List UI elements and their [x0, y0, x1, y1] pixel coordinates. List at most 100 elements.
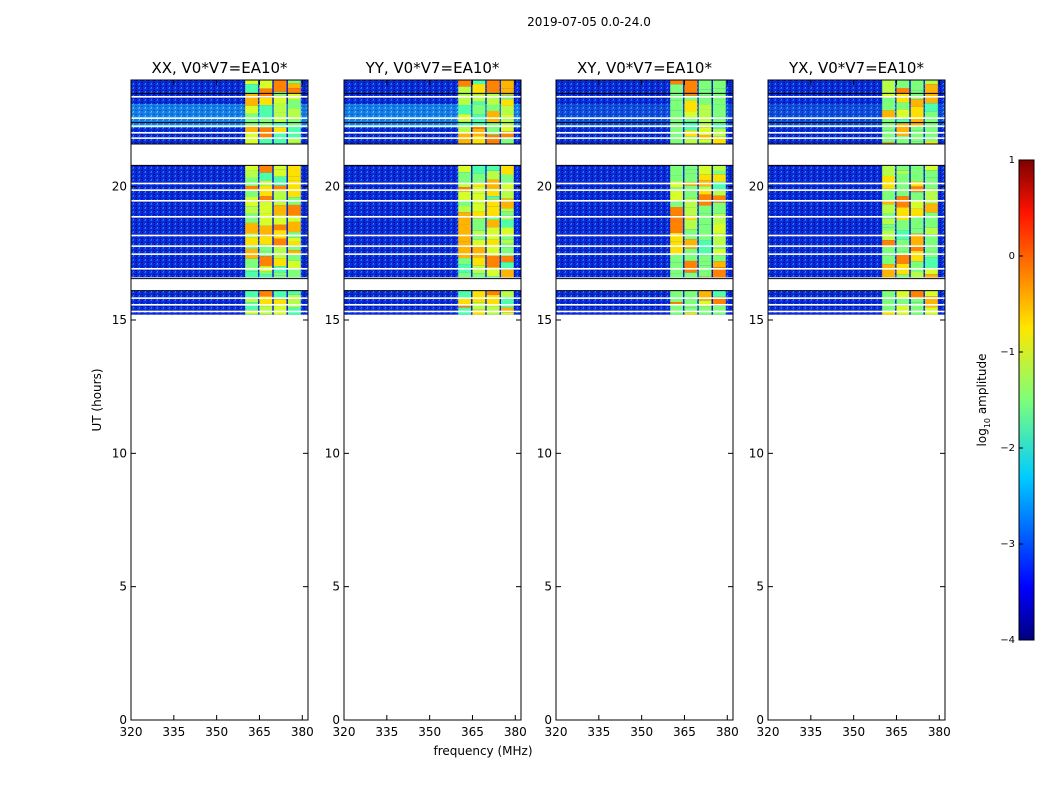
y-tick-label: 10: [749, 446, 764, 460]
amplitude-cell: [501, 137, 514, 144]
flag-line: [344, 182, 521, 185]
amplitude-cell: [486, 306, 500, 315]
amplitude-cell: [684, 117, 698, 122]
amplitude-cell: [245, 200, 258, 207]
flag-line: [556, 125, 733, 127]
x-tick-label: 365: [248, 725, 271, 739]
amplitude-cell: [458, 258, 471, 265]
amplitude-cell: [501, 256, 514, 263]
amplitude-cell: [288, 80, 301, 84]
amplitude-cell: [698, 271, 712, 277]
amplitude-cell: [458, 183, 471, 188]
amplitude-cell: [245, 185, 258, 191]
amplitude-cell: [684, 307, 698, 313]
x-tick-label: 380: [716, 725, 739, 739]
suptitle: 2019-07-05 0.0-24.0: [527, 15, 651, 29]
amplitude-cell: [288, 108, 301, 120]
amplitude-cell: [288, 142, 301, 144]
amplitude-cell: [713, 190, 726, 196]
y-tick-label: 20: [537, 180, 552, 194]
amplitude-cell: [684, 198, 698, 208]
amplitude-cell: [713, 296, 726, 306]
flag-line: [131, 132, 308, 134]
x-axis-label: frequency (MHz): [433, 744, 532, 758]
amplitude-cell: [472, 94, 486, 102]
amplitude-cell: [486, 110, 500, 124]
amplitude-cell: [486, 80, 500, 93]
amplitude-cell: [486, 188, 500, 197]
amplitude-cell: [910, 200, 924, 209]
amplitude-cell: [882, 176, 895, 189]
amplitude-cell: [288, 88, 301, 94]
amplitude-cell: [670, 110, 683, 121]
amplitude-cell: [501, 183, 514, 190]
amplitude-cell: [472, 257, 486, 266]
amplitude-cell: [684, 298, 698, 308]
amplitude-cell: [882, 276, 895, 278]
amplitude-cell: [896, 219, 910, 231]
amplitude-cell: [684, 95, 698, 101]
flag-line: [768, 297, 945, 299]
amplitude-cell: [501, 307, 514, 313]
amplitude-cell: [713, 165, 726, 171]
amplitude-cell: [245, 170, 258, 178]
amplitude-cell: [713, 290, 726, 297]
flag-line: [768, 310, 945, 313]
flag-line: [131, 96, 308, 98]
amplitude-cell: [882, 224, 895, 228]
amplitude-cell: [882, 92, 895, 98]
amplitude-cell: [458, 290, 471, 298]
amplitude-cell: [925, 141, 938, 144]
amplitude-cell: [925, 84, 938, 94]
flag-line: [131, 268, 308, 270]
amplitude-cell: [713, 99, 726, 105]
amplitude-cell: [472, 84, 486, 95]
amplitude-cell: [896, 165, 910, 171]
amplitude-cell: [458, 200, 471, 207]
y-tick-label: 0: [332, 713, 340, 727]
y-tick-label: 10: [537, 446, 552, 460]
x-tick-label: 350: [630, 725, 653, 739]
amplitude-cell: [910, 261, 924, 273]
amplitude-cell: [273, 80, 287, 92]
amplitude-cell: [486, 141, 500, 144]
amplitude-cell: [670, 268, 683, 274]
amplitude-cell: [458, 191, 471, 201]
amplitude-cell: [288, 165, 301, 177]
amplitude-cell: [684, 295, 698, 299]
amplitude-cell: [882, 311, 895, 315]
amplitude-cell: [458, 297, 471, 304]
flag-line: [131, 304, 308, 306]
amplitude-cell: [472, 290, 486, 303]
amplitude-cell: [273, 272, 287, 276]
amplitude-cell: [458, 121, 471, 126]
flag-line: [556, 253, 733, 255]
amplitude-cell: [684, 169, 698, 174]
amplitude-cell: [486, 276, 500, 278]
flag-line: [131, 297, 308, 299]
amplitude-cell: [273, 234, 287, 239]
x-tick-label: 320: [757, 725, 780, 739]
flag-line: [344, 96, 521, 98]
amplitude-cell: [670, 241, 683, 255]
colorbar-tick-label: −2: [1000, 443, 1015, 454]
amplitude-cell: [896, 123, 910, 136]
amplitude-cell: [896, 92, 910, 103]
colorbar-tick-label: 0: [1009, 251, 1015, 262]
amplitude-cell: [925, 234, 938, 247]
amplitude-cell: [259, 290, 273, 297]
amplitude-cell: [486, 294, 500, 307]
amplitude-cell: [288, 204, 301, 209]
flag-line: [556, 96, 733, 98]
amplitude-cell: [273, 275, 287, 278]
amplitude-cell: [925, 170, 938, 178]
amplitude-cell: [486, 219, 500, 228]
amplitude-cell: [896, 207, 910, 220]
flag-line: [768, 125, 945, 127]
amplitude-cell: [486, 267, 500, 277]
amplitude-cell: [925, 103, 938, 112]
amplitude-cell: [472, 239, 486, 247]
amplitude-cell: [925, 111, 938, 123]
amplitude-cell: [670, 181, 683, 188]
amplitude-cell: [259, 225, 273, 237]
